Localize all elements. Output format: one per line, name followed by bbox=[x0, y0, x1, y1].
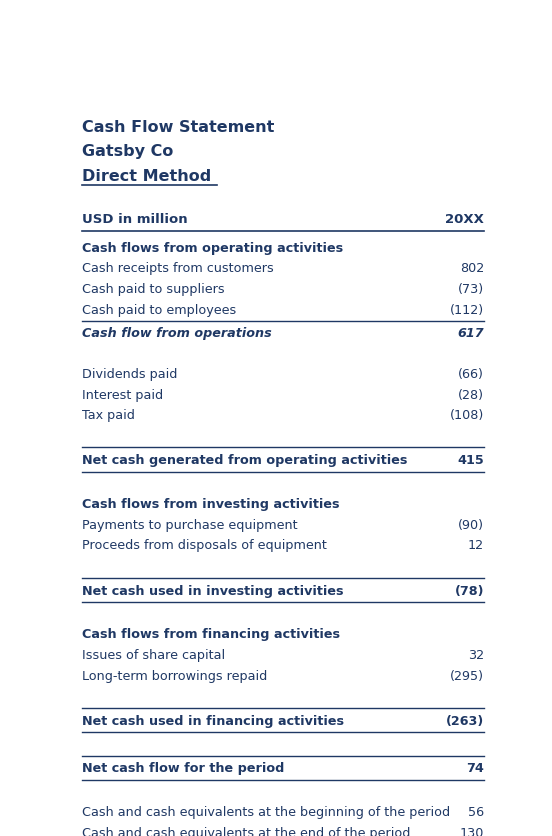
Text: (263): (263) bbox=[445, 714, 484, 726]
Text: Net cash flow for the period: Net cash flow for the period bbox=[82, 762, 284, 774]
Text: (90): (90) bbox=[458, 518, 484, 531]
Text: Gatsby Co: Gatsby Co bbox=[82, 144, 173, 159]
Text: USD in million: USD in million bbox=[82, 212, 188, 226]
Text: (295): (295) bbox=[450, 669, 484, 682]
Text: Cash flow from operations: Cash flow from operations bbox=[82, 326, 272, 339]
Text: 415: 415 bbox=[457, 454, 484, 466]
Text: Cash flows from investing activities: Cash flows from investing activities bbox=[82, 497, 339, 511]
Text: Cash paid to employees: Cash paid to employees bbox=[82, 303, 236, 316]
Text: Interest paid: Interest paid bbox=[82, 388, 163, 401]
Text: 617: 617 bbox=[458, 326, 484, 339]
Text: (78): (78) bbox=[454, 584, 484, 597]
Text: (73): (73) bbox=[458, 283, 484, 296]
Text: Long-term borrowings repaid: Long-term borrowings repaid bbox=[82, 669, 267, 682]
Text: Direct Method: Direct Method bbox=[82, 169, 211, 184]
Text: 32: 32 bbox=[468, 648, 484, 661]
Text: 74: 74 bbox=[466, 762, 484, 774]
Text: Cash Flow Statement: Cash Flow Statement bbox=[82, 120, 274, 135]
Text: Net cash generated from operating activities: Net cash generated from operating activi… bbox=[82, 454, 407, 466]
Text: (112): (112) bbox=[450, 303, 484, 316]
Text: Issues of share capital: Issues of share capital bbox=[82, 648, 225, 661]
Text: (108): (108) bbox=[450, 409, 484, 422]
Text: Proceeds from disposals of equipment: Proceeds from disposals of equipment bbox=[82, 539, 327, 552]
Text: Cash and cash equivalents at the beginning of the period: Cash and cash equivalents at the beginni… bbox=[82, 805, 450, 818]
Text: Cash flows from financing activities: Cash flows from financing activities bbox=[82, 628, 340, 640]
Text: Payments to purchase equipment: Payments to purchase equipment bbox=[82, 518, 298, 531]
Text: Net cash used in investing activities: Net cash used in investing activities bbox=[82, 584, 343, 597]
Text: Dividends paid: Dividends paid bbox=[82, 368, 177, 380]
Text: 56: 56 bbox=[468, 805, 484, 818]
Text: 802: 802 bbox=[460, 262, 484, 275]
Text: (66): (66) bbox=[458, 368, 484, 380]
Text: 20XX: 20XX bbox=[445, 212, 484, 226]
Text: Cash flows from operating activities: Cash flows from operating activities bbox=[82, 242, 343, 254]
Text: (28): (28) bbox=[458, 388, 484, 401]
Text: Tax paid: Tax paid bbox=[82, 409, 135, 422]
Text: Cash paid to suppliers: Cash paid to suppliers bbox=[82, 283, 225, 296]
Text: 130: 130 bbox=[460, 826, 484, 836]
Text: Cash and cash equivalents at the end of the period: Cash and cash equivalents at the end of … bbox=[82, 826, 410, 836]
Text: 12: 12 bbox=[468, 539, 484, 552]
Text: Net cash used in financing activities: Net cash used in financing activities bbox=[82, 714, 344, 726]
Text: Cash receipts from customers: Cash receipts from customers bbox=[82, 262, 274, 275]
